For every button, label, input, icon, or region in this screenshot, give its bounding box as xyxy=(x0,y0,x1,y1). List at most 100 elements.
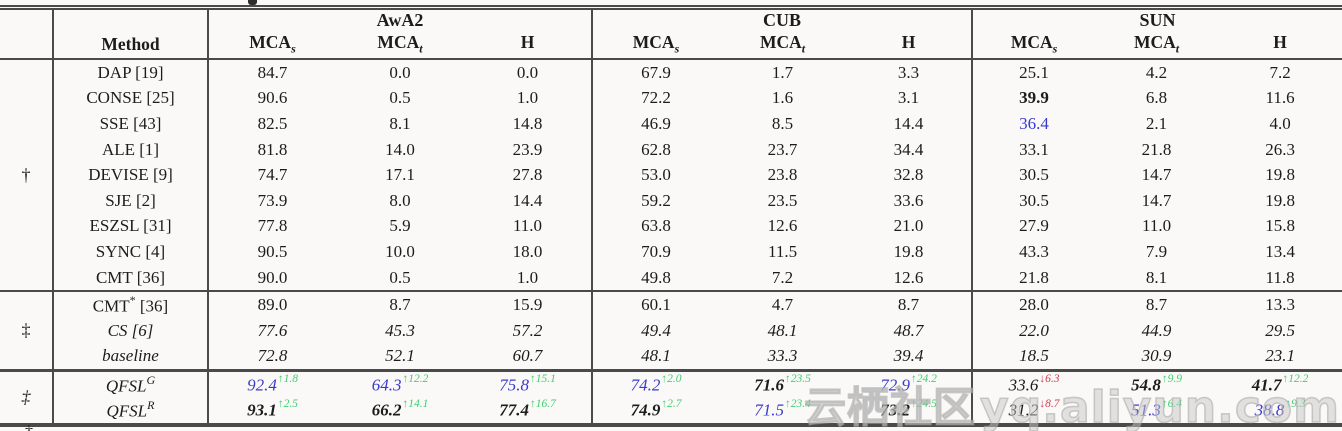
value-cell: 12.6 xyxy=(846,264,974,293)
value-cell: 11.6 xyxy=(1265,88,1295,108)
table-row: SJE [2] 73.9 8.0 14.4 59.2 23.5 33.6 30.5 14.7 19… xyxy=(0,187,1342,214)
value-cell: 11.8 xyxy=(1218,264,1342,293)
value-cell: 5.9 xyxy=(389,216,411,236)
value-cell: 74.2↑2.0 xyxy=(630,372,682,395)
value-cell: 52.1 xyxy=(336,343,464,373)
value-cell: 13.3 xyxy=(1265,295,1295,315)
value-cell: 72.9↑24.2 xyxy=(846,370,974,398)
value-cell: 8.5 xyxy=(771,113,794,133)
value-cell: 14.8 xyxy=(464,111,594,137)
sun-h-header: H xyxy=(1218,31,1342,60)
awa2-mca-s-header: MCAs xyxy=(208,31,336,60)
value-cell: 21.0 xyxy=(846,213,974,240)
value-cell: 89.0 xyxy=(257,295,288,315)
value-cell: 14.7 xyxy=(1141,190,1172,210)
value-cell: 7.2 xyxy=(1269,62,1291,82)
value-cell: 93.1↑2.5 xyxy=(247,398,298,420)
table-body: † DAP [19] 84.7 0.0 0.0 67.9 1.7 3.3 25.1 4.2 7.2 C… xyxy=(0,59,1342,426)
method-cell: SSE [43] xyxy=(53,111,209,137)
value-cell: 21.8 xyxy=(972,264,1096,293)
footnote-dagger-cutoff: † xyxy=(25,423,33,431)
value-cell: 27.8 xyxy=(464,162,594,188)
value-cell: 39.4 xyxy=(846,343,974,373)
method-cell: SYNC [4] xyxy=(53,239,209,265)
value-cell: 74.9↑2.7 xyxy=(630,398,682,420)
value-cell: 70.9 xyxy=(641,241,671,261)
table-row: QFSLR 93.1↑2.5 66.2↑14.1 77.4↑16.7 74.9↑2.7 7… xyxy=(0,397,1342,426)
sun-mca-t-header: MCAt xyxy=(1095,31,1219,60)
value-cell: 8.0 xyxy=(389,190,411,210)
value-cell: 33.6↓6.3 xyxy=(1008,372,1060,395)
group-header-row: AwA2 CUB SUN xyxy=(0,7,1342,31)
value-cell: 15.8 xyxy=(1265,216,1295,236)
value-cell: 15.9 xyxy=(464,291,594,318)
value-cell: 14.0 xyxy=(385,139,415,159)
value-cell: 59.2 xyxy=(641,190,671,210)
value-cell: 4.7 xyxy=(771,295,794,315)
table-row: DEVISE [9] 74.7 17.1 27.8 53.0 23.8 32.8 30.5 14… xyxy=(0,162,1342,188)
value-cell: 19.8 xyxy=(1265,165,1295,185)
value-cell: 54.8↑9.9 xyxy=(1131,372,1182,395)
value-cell: 6.8 xyxy=(1145,88,1168,108)
value-cell: 25.1 xyxy=(1019,62,1049,82)
corner-cell-2 xyxy=(0,31,54,60)
value-cell: 23.7 xyxy=(767,139,798,159)
value-cell: 13.4 xyxy=(1265,241,1295,261)
value-cell: 82.5 xyxy=(257,113,288,133)
value-cell: 48.1 xyxy=(592,343,720,373)
value-cell: 30.5 xyxy=(1019,190,1049,210)
value-cell: 12.6 xyxy=(767,216,798,236)
value-cell: 77.8 xyxy=(257,216,288,236)
value-cell: 28.0 xyxy=(1019,295,1049,315)
value-cell: 3.3 xyxy=(846,59,974,86)
method-cell: QFSLG xyxy=(53,370,209,398)
value-cell: 73.2↑24.5 xyxy=(846,397,974,426)
value-cell: 31.2↓8.7 xyxy=(1008,398,1060,420)
cub-h-header: H xyxy=(846,31,974,60)
value-cell: 14.7 xyxy=(1141,165,1172,185)
method-cell: SJE [2] xyxy=(53,187,209,214)
value-cell: 0.0 xyxy=(464,59,594,86)
value-cell: 33.1 xyxy=(1019,139,1049,159)
value-cell: 51.3↑6.4 xyxy=(1131,398,1182,420)
value-cell: 45.3 xyxy=(385,320,415,340)
value-cell: 7.9 xyxy=(1145,241,1168,261)
caption-descender-artifact xyxy=(248,0,257,5)
section-marker: ‡ xyxy=(0,291,54,373)
table-row: baseline 72.8 52.1 60.7 48.1 33.3 39.4 18.5 30.9… xyxy=(0,343,1342,373)
value-cell: 63.8 xyxy=(641,216,671,236)
value-cell: 0.5 xyxy=(389,88,411,108)
value-cell: 72.2 xyxy=(641,88,671,108)
value-cell: 19.8 xyxy=(1265,190,1295,210)
value-cell: 19.8 xyxy=(846,239,974,265)
value-cell: 77.4↑16.7 xyxy=(464,397,594,426)
table-row: SSE [43] 82.5 8.1 14.8 46.9 8.5 14.4 36.4 2.1 4.0 xyxy=(0,111,1342,137)
table-row: CONSE [25] 90.6 0.5 1.0 72.2 1.6 3.1 39.9 6.8 11.… xyxy=(0,85,1342,112)
value-cell: 57.2 xyxy=(464,317,594,344)
value-cell: 23.1 xyxy=(1218,343,1342,373)
table-row: SYNC [4] 90.5 10.0 18.0 70.9 11.5 19.8 43.3 7.9 1… xyxy=(0,239,1342,265)
method-cell: baseline xyxy=(53,343,209,373)
value-cell: 23.8 xyxy=(767,165,798,185)
value-cell: 1.6 xyxy=(771,88,794,108)
group-header-cub: CUB xyxy=(592,7,974,31)
value-cell: 39.9 xyxy=(1019,88,1049,108)
method-cell: CONSE [25] xyxy=(53,85,209,112)
results-table: AwA2 CUB SUN Method MCAs MCAt H MCAs MCA… xyxy=(0,5,1342,428)
value-cell: 10.0 xyxy=(385,241,415,261)
value-cell: 84.7 xyxy=(257,62,288,82)
value-cell: 1.0 xyxy=(464,85,594,112)
method-corner-cell xyxy=(53,7,209,31)
value-cell: 75.8↑15.1 xyxy=(464,370,594,398)
awa2-h-header: H xyxy=(464,31,594,60)
corner-cell xyxy=(0,7,54,31)
value-cell: 8.7 xyxy=(1145,295,1168,315)
value-cell: 18.0 xyxy=(464,239,594,265)
value-cell: 90.6 xyxy=(257,88,288,108)
value-cell: 60.1 xyxy=(641,295,671,315)
value-cell: 11.0 xyxy=(1141,216,1172,236)
method-cell: DEVISE [9] xyxy=(53,162,209,188)
value-cell: 29.5 xyxy=(1265,320,1295,340)
value-cell: 32.8 xyxy=(846,162,974,188)
